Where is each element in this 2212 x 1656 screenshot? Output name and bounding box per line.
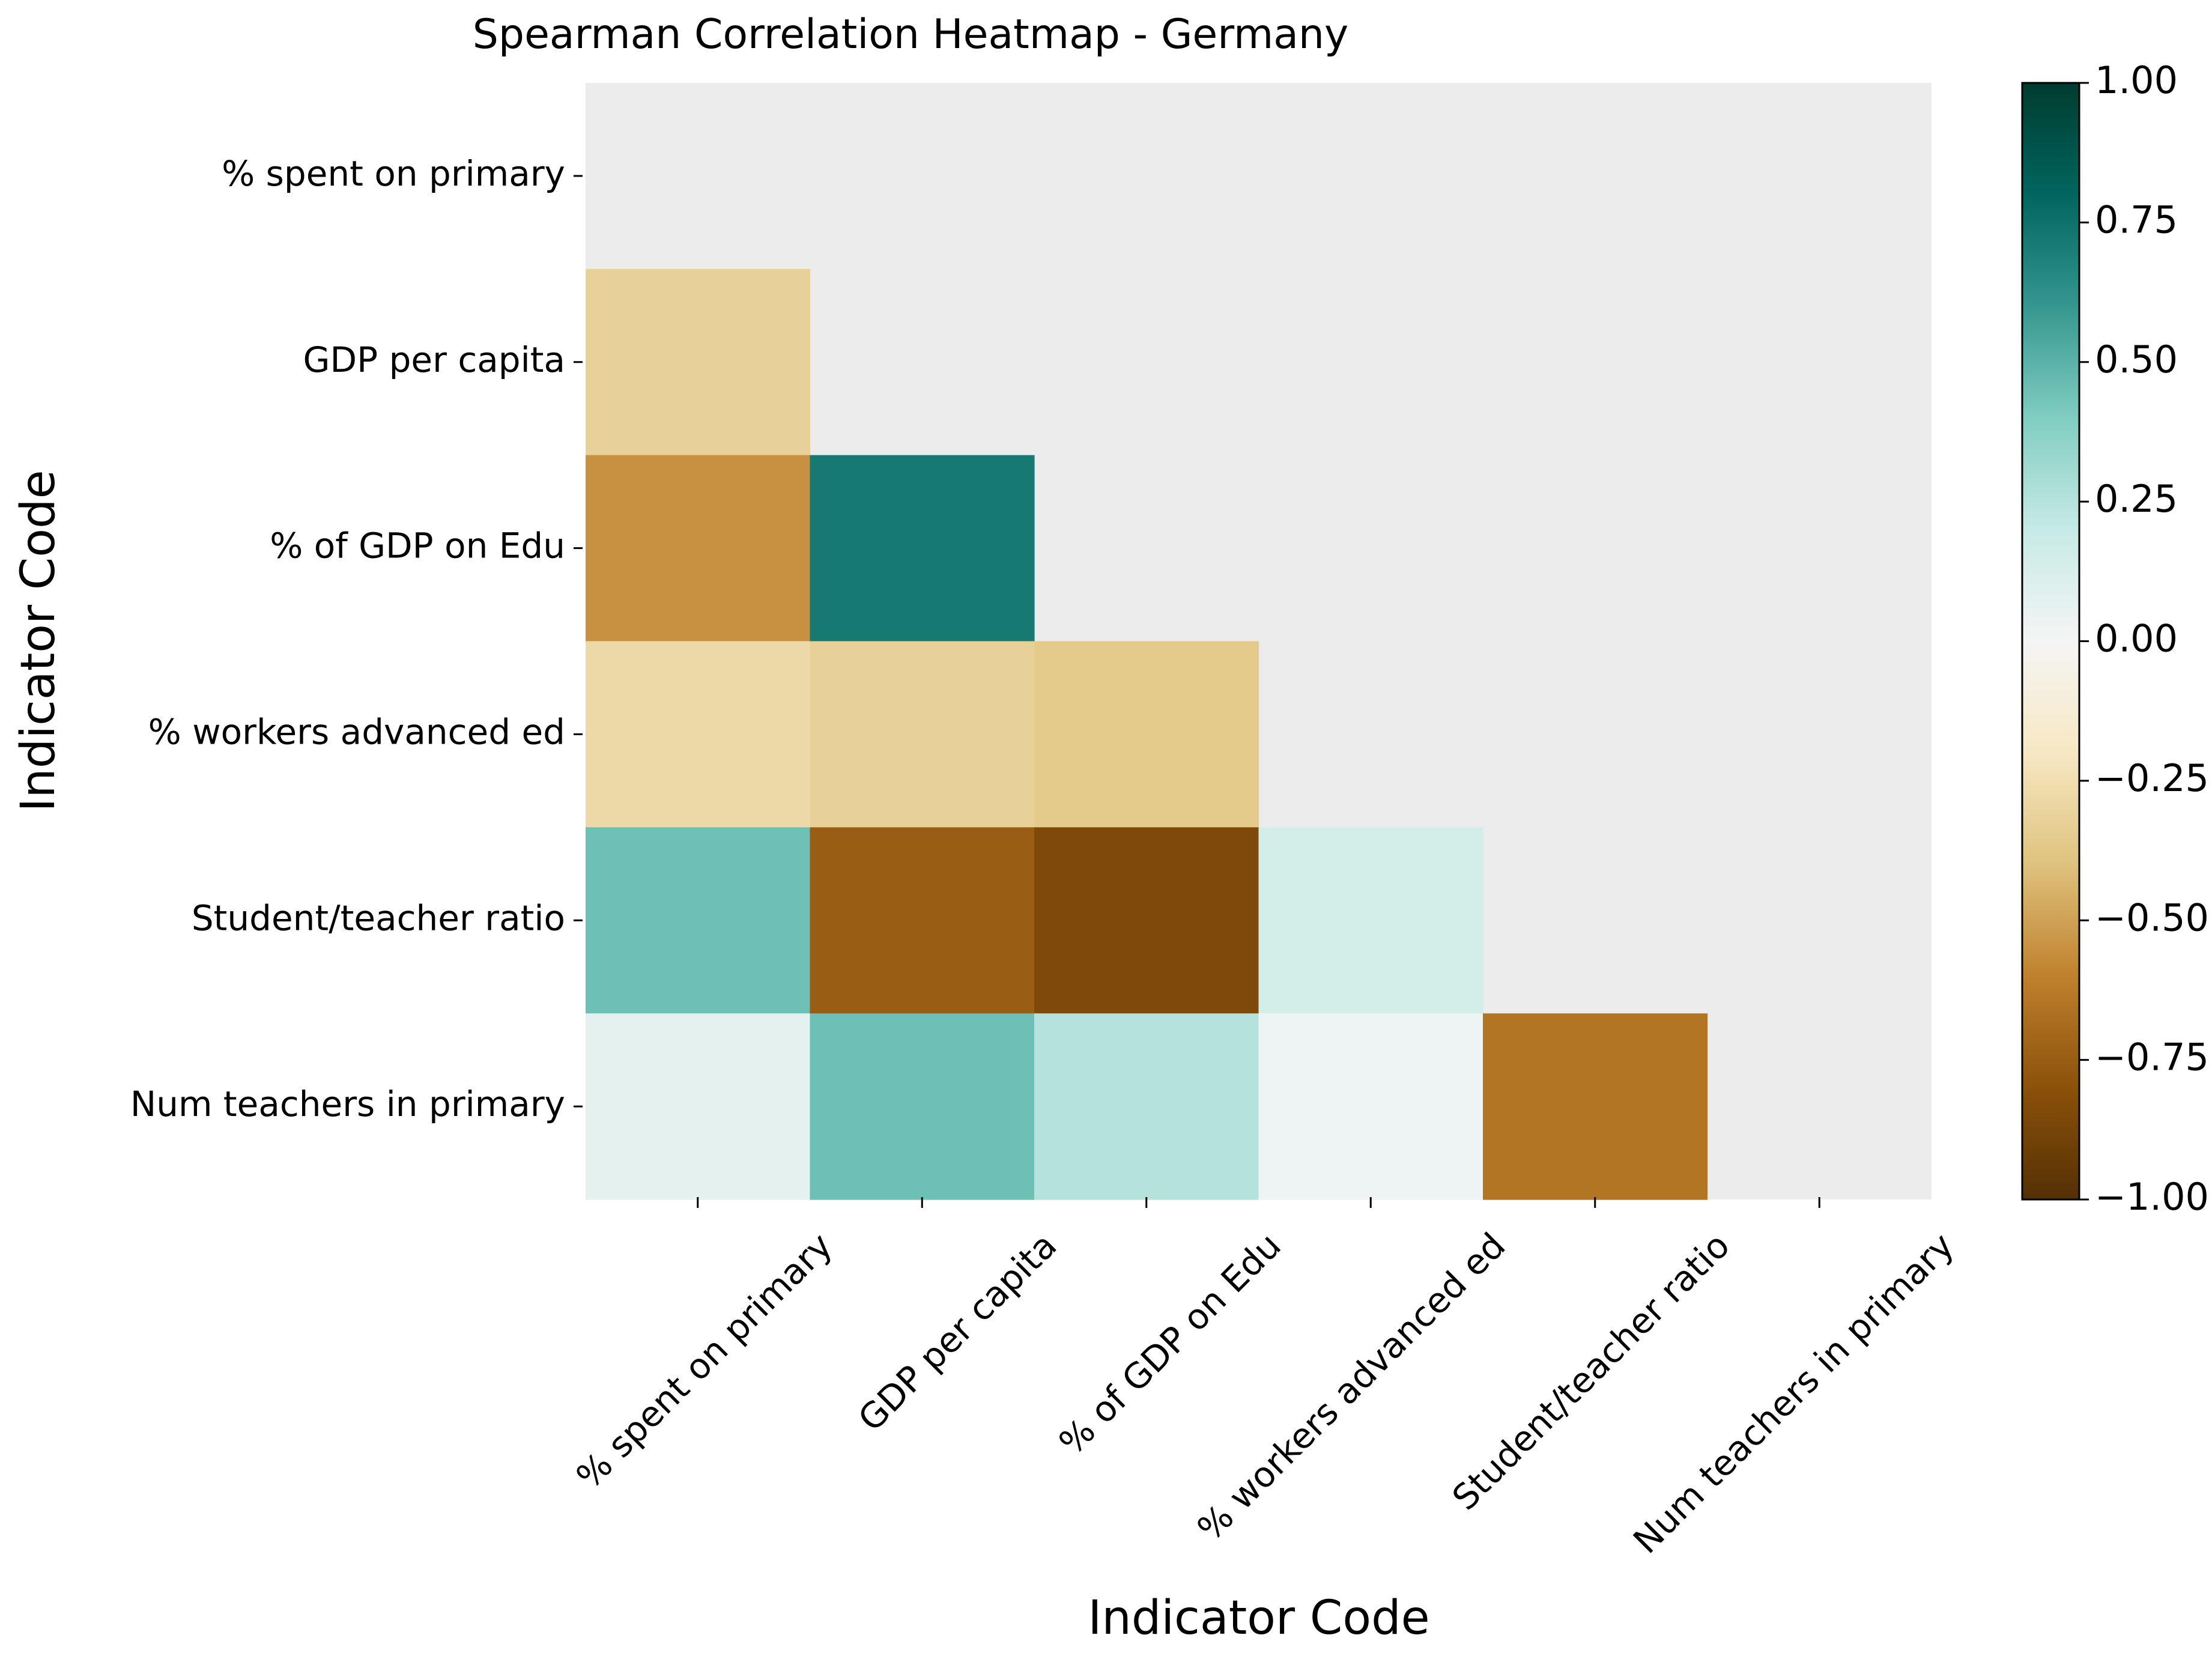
heatmap-cell bbox=[1258, 1013, 1483, 1200]
heatmap-plot-area bbox=[586, 83, 1932, 1200]
y-axis-label: Indicator Code bbox=[11, 470, 65, 811]
colorbar-tick-label: 0.50 bbox=[2095, 338, 2178, 381]
y-tick-label: % workers advanced ed bbox=[148, 712, 565, 753]
colorbar: 1.00 0.75 0.50 0.25 0.00 −0.25 −0.50 −0.75 −1.00 bbox=[2021, 58, 2209, 1219]
heatmap-cell bbox=[1034, 827, 1259, 1014]
colorbar-tick-label: −0.25 bbox=[2095, 756, 2209, 800]
y-tick-label: % spent on primary bbox=[222, 153, 565, 194]
x-tick-label: GDP per capita bbox=[850, 1225, 1065, 1439]
heatmap-cell bbox=[586, 827, 811, 1014]
colorbar-tick-label: −1.00 bbox=[2095, 1175, 2209, 1219]
heatmap-cell bbox=[586, 1013, 811, 1200]
heatmap-cell bbox=[1258, 827, 1483, 1014]
heatmap-cell bbox=[810, 641, 1035, 828]
colorbar-tick-label: −0.50 bbox=[2095, 896, 2209, 939]
heatmap-cell bbox=[810, 827, 1035, 1014]
heatmap-cell bbox=[1034, 641, 1259, 828]
x-tick-label: % spent on primary bbox=[568, 1225, 840, 1496]
y-axis-ticks: % spent on primary GDP per capita % of GDP… bbox=[130, 153, 583, 1124]
heatmap-cell bbox=[586, 641, 811, 828]
x-tick-label: % of GDP on Edu bbox=[1051, 1225, 1289, 1463]
x-axis-ticks: % spent on primary GDP per capita% of GDP… bbox=[568, 1197, 1962, 1562]
y-tick-label: Student/teacher ratio bbox=[192, 897, 565, 938]
y-tick-label: GDP per capita bbox=[303, 339, 565, 380]
x-axis-label: Indicator Code bbox=[1088, 1591, 1429, 1645]
y-tick-label: Num teachers in primary bbox=[130, 1084, 565, 1124]
heatmap-cell bbox=[810, 1013, 1035, 1200]
colorbar-tick-label: 1.00 bbox=[2095, 58, 2178, 102]
colorbar-tick-label: 0.75 bbox=[2095, 198, 2178, 241]
colorbar-tick-label: −0.75 bbox=[2095, 1036, 2209, 1079]
heatmap-cell bbox=[1483, 1013, 1708, 1200]
heatmap-cell bbox=[586, 455, 811, 642]
colorbar-tick-label: 0.00 bbox=[2095, 617, 2178, 661]
colorbar-tick-label: 0.25 bbox=[2095, 477, 2178, 521]
heatmap-cell bbox=[810, 455, 1035, 642]
chart-title: Spearman Correlation Heatmap - Germany bbox=[473, 11, 1348, 58]
heatmap-cell bbox=[1034, 1013, 1259, 1200]
y-tick-label: % of GDP on Edu bbox=[270, 526, 565, 566]
colorbar-gradient bbox=[2021, 82, 2080, 1201]
heatmap-cell bbox=[586, 268, 811, 456]
